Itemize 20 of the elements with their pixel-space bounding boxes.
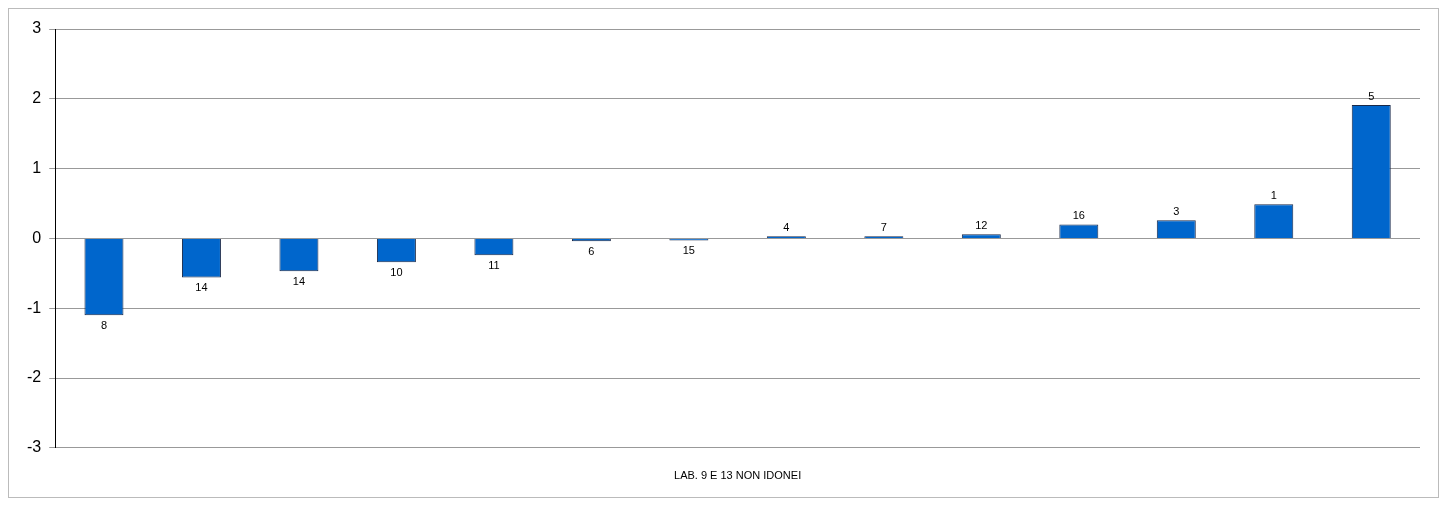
y-tick-label: 0 bbox=[32, 228, 42, 246]
x-axis-title: LAB. 9 E 13 NON IDONEI bbox=[674, 469, 802, 482]
y-tick-label: 1 bbox=[32, 159, 42, 177]
x-tick-label: 14 bbox=[195, 281, 208, 294]
x-tick-label: 4 bbox=[783, 220, 790, 233]
x-tick-label: 15 bbox=[682, 244, 695, 257]
x-tick-label: 12 bbox=[975, 218, 988, 231]
x-tick-label: 7 bbox=[880, 220, 887, 233]
x-tick-label: 5 bbox=[1368, 89, 1375, 102]
y-tick-label: -1 bbox=[26, 298, 42, 316]
y-tick-label: 3 bbox=[32, 19, 42, 37]
x-tick-label: 16 bbox=[1072, 208, 1085, 221]
x-tick-label: 14 bbox=[292, 274, 306, 287]
x-tick-label: 6 bbox=[588, 244, 595, 257]
x-tick-label: 11 bbox=[488, 258, 500, 271]
y-tick-label: 2 bbox=[32, 89, 42, 107]
x-tick-label: 10 bbox=[390, 265, 403, 278]
y-tick-label: -3 bbox=[26, 438, 42, 456]
x-tick-label: 8 bbox=[100, 318, 108, 331]
y-tick-label: -2 bbox=[26, 368, 42, 386]
